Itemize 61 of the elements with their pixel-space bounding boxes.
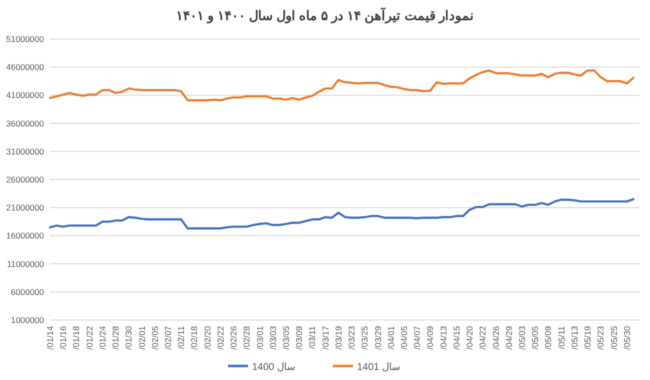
line-series [48,69,635,102]
y-tick-label: 51000000 [6,34,44,44]
x-tick-label: /03/19 [333,326,344,350]
x-tick-label: /01/14 [45,326,55,350]
x-tick-label: /03/09 [294,326,304,350]
x-tick-label: /02/26 [228,326,239,350]
x-tick-label: /05/23 [596,326,606,350]
x-tick-label: /04/07 [412,326,422,350]
x-tick-label: /03/05 [281,326,291,350]
x-tick-label: /04/13 [438,326,448,350]
x-tick-label: /04/29 [504,326,514,350]
x-tick-label: /05/19 [582,326,593,350]
x-tick-label: /03/29 [372,326,383,350]
x-tick-label: /01/22 [84,326,94,350]
x-tick-label: /05/13 [569,326,580,350]
x-tick-label: /05/09 [543,326,554,350]
x-tick-label: /03/25 [360,326,370,350]
y-tick-label: 31000000 [6,146,44,156]
x-tick-label: /05/25 [608,326,619,350]
y-tick-label: 6000000 [10,286,44,297]
x-tick-label: /05/30 [622,326,632,350]
x-tick-label: /05/11 [556,326,566,350]
x-tick-label: /02/01 [136,326,147,350]
x-tick-label: /01/24 [97,326,108,350]
x-tick-label: /04/05 [399,326,409,350]
x-tick-label: /02/05 [150,326,160,350]
x-tick-label: /01/28 [110,326,121,350]
x-tick-label: /02/28 [242,326,252,350]
x-tick-label: /02/18 [189,326,200,350]
x-tick-label: /04/26 [490,326,501,350]
y-tick-label: 26000000 [6,174,44,184]
line-series [48,198,635,230]
y-tick-label: 11000000 [6,258,44,269]
legend-label: سال 1401 [357,362,400,373]
x-tick-label: /01/16 [58,326,68,350]
x-tick-label: /05/03 [517,326,527,350]
x-tick-label: /03/17 [320,326,330,350]
x-tick-label: /04/09 [425,326,436,350]
y-tick-label: 46000000 [6,62,44,72]
x-tick-label: /01/30 [124,326,134,350]
x-tick-label: /01/18 [71,326,82,350]
x-tick-label: /02/07 [163,326,173,350]
x-tick-label: /05/05 [530,326,540,350]
x-tick-label: /03/03 [268,326,278,350]
x-tick-label: /03/01 [254,326,265,350]
y-tick-label: 21000000 [6,202,44,213]
x-tick-label: /02/20 [202,326,212,350]
y-tick-label: 41000000 [6,90,44,100]
legend-label: سال 1400 [252,362,296,373]
x-tick-label: /04/01 [386,326,396,350]
x-tick-label: /03/23 [346,326,357,350]
x-tick-label: /02/22 [215,326,226,350]
x-tick-label: /02/11 [176,326,186,350]
chart-title: نمودار قیمت تیرآهن ۱۴ در ۵ ماه اول سال ۱۴۰۰ و ۱۴۰۱ [176,7,474,24]
x-tick-label: /04/20 [464,326,475,350]
y-tick-label: 1000000 [10,315,44,325]
x-tick-label: /03/11 [307,326,318,350]
x-tick-label: /04/22 [478,326,488,350]
y-tick-label: 16000000 [6,230,44,241]
y-tick-label: 36000000 [6,118,44,128]
x-tick-label: /04/15 [451,326,462,350]
